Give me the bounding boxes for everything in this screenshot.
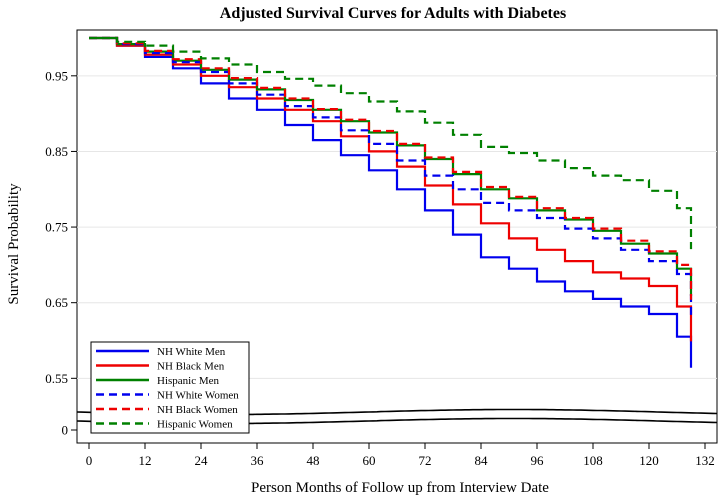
x-tick-label: 12: [139, 453, 152, 468]
x-tick-label: 0: [86, 453, 93, 468]
series-line-4: [89, 36, 693, 315]
series-line-5: [89, 36, 693, 300]
x-tick-label: 96: [531, 453, 545, 468]
x-tick-label: 60: [363, 453, 376, 468]
plot-frame: [76, 29, 718, 444]
x-axis-label: Person Months of Follow up from Intervie…: [251, 480, 549, 496]
y-tick-label: 0.85: [45, 144, 68, 159]
legend-label: Hispanic Women: [157, 419, 233, 431]
y-axis-label: Survival Probability: [6, 183, 22, 305]
series-line-2: [89, 36, 693, 342]
legend-label: Hispanic Men: [157, 375, 220, 387]
legend-label: NH White Women: [157, 390, 239, 402]
legend-label: NH White Men: [157, 346, 226, 358]
x-tick-label: 84: [475, 453, 489, 468]
x-tick-label: 120: [639, 453, 659, 468]
y-tick-label: 0.55: [45, 371, 68, 386]
x-tick-label: 48: [307, 453, 320, 468]
legend-label: NH Black Men: [157, 361, 225, 373]
series-line-6: [89, 36, 693, 250]
legend-label: NH Black Women: [157, 404, 238, 416]
y-tick-label: 0: [62, 423, 69, 438]
y-tick-label: 0.65: [45, 295, 68, 310]
x-tick-label: 36: [251, 453, 265, 468]
y-tick-label: 0.95: [45, 68, 68, 83]
x-tick-label: 72: [419, 453, 432, 468]
series-line-1: [89, 36, 693, 368]
chart-title: Adjusted Survival Curves for Adults with…: [220, 5, 566, 22]
series-line-3: [89, 36, 693, 296]
x-tick-label: 132: [695, 453, 715, 468]
legend-box: [90, 341, 250, 434]
x-tick-label: 24: [195, 453, 209, 468]
y-tick-label: 0.75: [45, 220, 68, 235]
x-tick-label: 108: [583, 453, 603, 468]
